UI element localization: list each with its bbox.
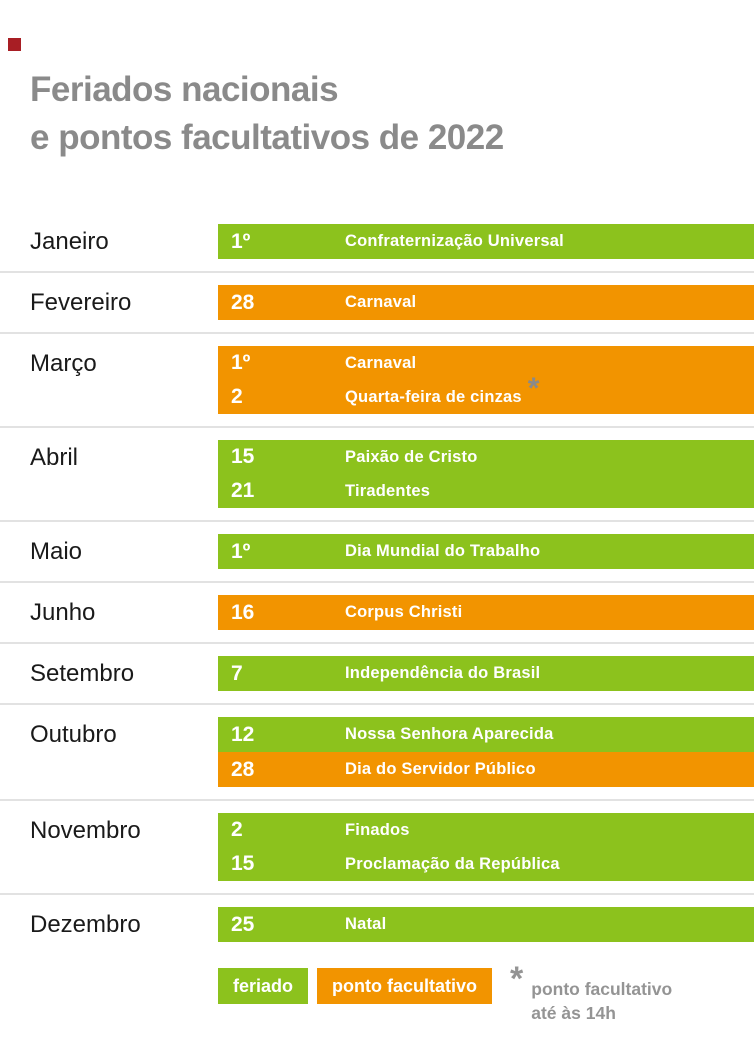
legend-note-line-1: ponto facultativo <box>531 979 673 999</box>
holiday-name: Independência do Brasil <box>345 664 541 682</box>
holiday-day: 28 <box>231 757 255 781</box>
month-bars: 28 Carnaval <box>218 285 754 320</box>
holiday-day: 21 <box>231 479 255 502</box>
asterisk-icon: * <box>510 960 524 998</box>
holiday-entry: 1º Carnaval <box>218 346 754 380</box>
holiday-entry: 28 Dia do Servidor Público <box>218 752 754 787</box>
holiday-name: Proclamação da República <box>345 854 560 873</box>
feriado-bar: 12 Nossa Senhora Aparecida <box>218 717 754 752</box>
legend: feriado ponto facultativo * ponto facult… <box>218 960 754 1025</box>
holiday-name: Nossa Senhora Aparecida <box>345 725 554 743</box>
legend-note-text: ponto facultativo até às 14h <box>531 977 672 1025</box>
month-label: Maio <box>30 538 83 565</box>
holiday-name: Quarta-feira de cinzas <box>345 387 522 406</box>
holiday-day: 25 <box>231 912 255 936</box>
month-bars: 16 Corpus Christi <box>218 595 754 630</box>
month-row: Janeiro 1º Confraternização Universal <box>0 212 754 271</box>
holiday-day: 16 <box>231 600 255 624</box>
month-label: Dezembro <box>30 911 141 938</box>
month-row: Abril 15 Paixão de Cristo 21 Tiradentes <box>0 426 754 520</box>
month-label: Janeiro <box>30 228 109 255</box>
holiday-entry: 1º Dia Mundial do Trabalho <box>218 534 754 569</box>
holiday-day: 15 <box>231 445 255 468</box>
holiday-entry: 28 Carnaval <box>218 285 754 320</box>
ponto-facultativo-bar: 16 Corpus Christi <box>218 595 754 630</box>
month-bars: 12 Nossa Senhora Aparecida 28 Dia do Servid… <box>218 717 754 787</box>
holiday-name: Dia Mundial do Trabalho <box>345 542 541 560</box>
holiday-name: Carnaval <box>345 353 417 372</box>
feriado-bar: 25 Natal <box>218 907 754 942</box>
holiday-name: Natal <box>345 915 387 933</box>
month-bars: 7 Independência do Brasil <box>218 656 754 691</box>
holiday-day: 28 <box>231 290 255 314</box>
month-bars: 15 Paixão de Cristo 21 Tiradentes <box>218 440 754 508</box>
month-label: Março <box>30 350 97 377</box>
month-row: Maio 1º Dia Mundial do Trabalho <box>0 520 754 581</box>
holiday-day: 2 <box>231 385 243 408</box>
holiday-name: Dia do Servidor Público <box>345 760 536 778</box>
month-label: Novembro <box>30 817 141 844</box>
title-line-2: e pontos facultativos de 2022 <box>30 118 504 157</box>
title-line-1: Feriados nacionais <box>30 70 339 109</box>
asterisk-icon: * <box>527 372 540 405</box>
month-label: Abril <box>30 444 79 471</box>
holiday-name: Finados <box>345 820 410 839</box>
month-bars: 1º Confraternização Universal <box>218 224 754 259</box>
month-row: Dezembro 25 Natal <box>0 893 754 954</box>
month-label: Setembro <box>30 660 135 687</box>
month-row: Junho 16 Corpus Christi <box>0 581 754 642</box>
legend-note: * ponto facultativo até às 14h <box>510 960 672 1025</box>
month-row: Fevereiro 28 Carnaval <box>0 271 754 332</box>
month-bars: 1º Carnaval 2 Quarta-feira de cinzas * <box>218 346 754 414</box>
holiday-entry: 15 Proclamação da República <box>218 847 754 881</box>
feriado-bar: 1º Confraternização Universal <box>218 224 754 259</box>
month-label: Fevereiro <box>30 289 132 316</box>
holiday-entry: 2 Finados <box>218 813 754 847</box>
holiday-name: Carnaval <box>345 293 417 311</box>
month-label: Outubro <box>30 721 117 748</box>
holiday-name: Paixão de Cristo <box>345 447 478 466</box>
holiday-day: 12 <box>231 722 255 746</box>
month-row: Novembro 2 Finados 15 Proclamação da Repúbli… <box>0 799 754 893</box>
legend-feriado-swatch: feriado <box>218 968 309 1004</box>
feriado-bar: 1º Dia Mundial do Trabalho <box>218 534 754 569</box>
month-label: Junho <box>30 599 96 626</box>
holiday-name: Corpus Christi <box>345 603 463 621</box>
holiday-entry: 7 Independência do Brasil <box>218 656 754 691</box>
holiday-entry: 15 Paixão de Cristo <box>218 440 754 474</box>
month-bars: 25 Natal <box>218 907 754 942</box>
holiday-day: 1º <box>231 351 251 374</box>
holiday-entry: 16 Corpus Christi <box>218 595 754 630</box>
holiday-entry: 21 Tiradentes <box>218 474 754 508</box>
month-row: Março 1º Carnaval 2 Quarta-feira de cinzas * <box>0 332 754 426</box>
holiday-day: 1º <box>231 229 251 253</box>
holiday-day: 7 <box>231 661 243 685</box>
holiday-day: 15 <box>231 852 255 875</box>
holiday-day: 2 <box>231 818 243 841</box>
holiday-name: Tiradentes <box>345 481 431 500</box>
brand-accent-square <box>8 38 21 51</box>
feriado-bar: 7 Independência do Brasil <box>218 656 754 691</box>
holiday-entry: 12 Nossa Senhora Aparecida <box>218 717 754 752</box>
legend-ponto-facultativo-swatch: ponto facultativo <box>317 968 493 1004</box>
legend-note-line-2: até às 14h <box>531 1003 616 1023</box>
holiday-entry: 2 Quarta-feira de cinzas * <box>218 374 754 414</box>
ponto-facultativo-bar: 28 Carnaval <box>218 285 754 320</box>
holiday-name: Confraternização Universal <box>345 232 564 250</box>
ponto-facultativo-bar: 1º Carnaval 2 Quarta-feira de cinzas * <box>218 346 754 414</box>
month-bars: 2 Finados 15 Proclamação da República <box>218 813 754 881</box>
month-row: Setembro 7 Independência do Brasil <box>0 642 754 703</box>
ponto-facultativo-bar: 28 Dia do Servidor Público <box>218 752 754 787</box>
month-row: Outubro 12 Nossa Senhora Aparecida 28 Dia do… <box>0 703 754 799</box>
page-title: Feriados nacionais e pontos facultativos… <box>30 66 754 162</box>
holiday-entry: 1º Confraternização Universal <box>218 224 754 259</box>
month-bars: 1º Dia Mundial do Trabalho <box>218 534 754 569</box>
feriado-bar: 15 Paixão de Cristo 21 Tiradentes <box>218 440 754 508</box>
feriado-bar: 2 Finados 15 Proclamação da República <box>218 813 754 881</box>
holiday-table: Janeiro 1º Confraternização Universal Fever… <box>0 212 754 954</box>
holiday-entry: 25 Natal <box>218 907 754 942</box>
holiday-day: 1º <box>231 539 251 563</box>
